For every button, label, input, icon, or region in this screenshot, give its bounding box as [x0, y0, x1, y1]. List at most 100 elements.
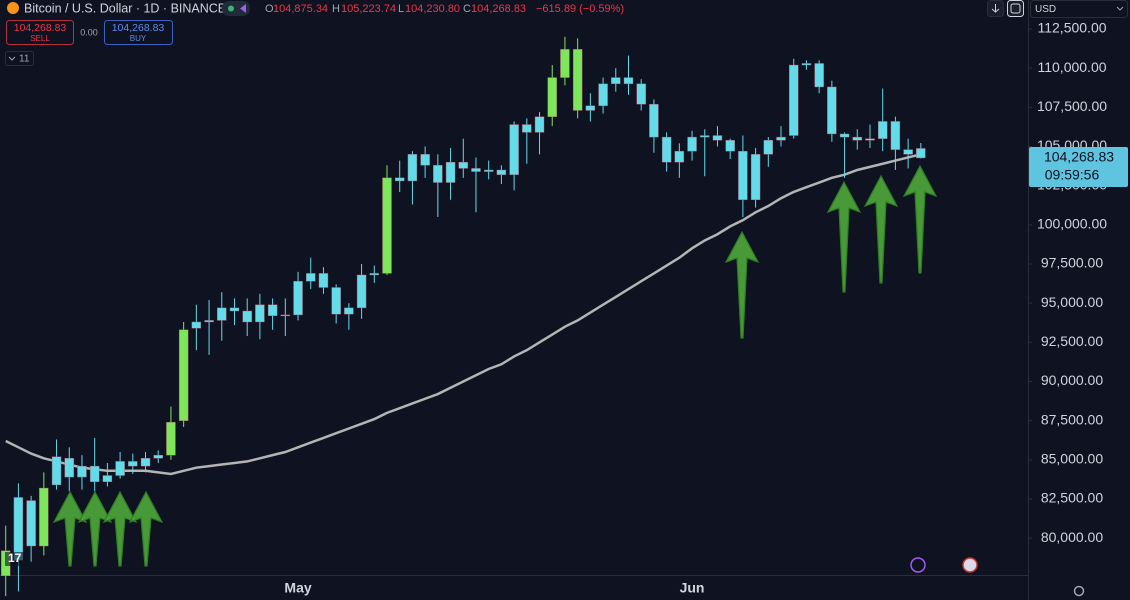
candle-body — [738, 150, 748, 200]
candle-body — [267, 304, 278, 316]
sell-button[interactable] — [6, 20, 74, 45]
candle-body — [852, 136, 862, 141]
lightning-icon[interactable] — [910, 557, 926, 573]
y-tick-label: 100,000.00 — [1037, 216, 1107, 232]
chevron — [1116, 6, 1124, 11]
settings-icon[interactable] — [1073, 585, 1085, 597]
candle-body — [204, 320, 214, 323]
y-tick-label: 85,000.00 — [1041, 451, 1103, 467]
currency: USD — [1035, 4, 1056, 15]
ohlc-key: H — [332, 3, 340, 15]
candle-body — [687, 136, 697, 152]
y-tick-label: 107,500.00 — [1037, 98, 1107, 114]
candle-body — [318, 273, 329, 288]
buy-price: 104,268.83 — [112, 22, 165, 34]
candle-body — [509, 124, 519, 175]
candle-body — [496, 169, 507, 175]
candle-body — [395, 177, 405, 182]
candle-body — [102, 475, 113, 482]
candle-body — [585, 105, 596, 111]
candle-body — [700, 135, 710, 138]
candle-body — [344, 307, 354, 315]
annotation-arrow — [77, 490, 113, 567]
candle-body — [445, 161, 456, 183]
candle-body — [814, 63, 824, 88]
candle-body — [89, 465, 100, 482]
y-tick-label: 97,500.00 — [1041, 255, 1103, 271]
candle-body — [598, 83, 608, 106]
spread: 0.00 — [80, 27, 98, 37]
candle-body — [471, 168, 481, 172]
candle-body — [153, 454, 163, 459]
currency-select[interactable] — [1030, 0, 1128, 18]
candle-body — [674, 150, 685, 163]
flag-icon[interactable] — [962, 557, 978, 573]
annotation-arrow — [863, 174, 899, 284]
candle-body — [242, 310, 252, 323]
candle-body — [483, 169, 494, 172]
candle-body — [877, 121, 888, 139]
annotation-arrow — [724, 230, 760, 339]
candle-body — [331, 287, 341, 315]
candle-body — [178, 329, 189, 421]
candle-body — [839, 133, 850, 138]
ohlc-key: L — [398, 3, 404, 15]
ohlc-value: 104,875.34 — [273, 3, 328, 15]
status-pill[interactable] — [222, 1, 250, 16]
ohlc-key: O — [265, 3, 274, 15]
symbol-title[interactable]: Bitcoin / U.S. Dollar · 1D · BINANCE — [24, 1, 226, 15]
candle-body — [140, 458, 151, 467]
candle-body — [382, 177, 392, 274]
sell-price: 104,268.83 — [14, 22, 67, 34]
annotation-arrow — [128, 490, 164, 567]
candle-body — [306, 273, 316, 282]
candle-body — [51, 456, 62, 486]
candle-body — [369, 273, 379, 276]
logo: 17 — [8, 551, 22, 565]
candle-body — [789, 64, 799, 136]
candle-body — [776, 136, 786, 141]
y-tick-label: 95,000.00 — [1041, 294, 1103, 310]
fullscreen-icon — [1010, 3, 1021, 14]
y-tick-label: 80,000.00 — [1041, 529, 1103, 545]
candle-body — [64, 458, 74, 478]
candle-body — [229, 307, 240, 312]
candle-body — [458, 161, 468, 169]
candle-body — [547, 77, 557, 117]
y-tick-label: 112,500.00 — [1037, 20, 1106, 36]
candle-body — [750, 154, 761, 200]
candle-body — [420, 154, 430, 166]
candle-body — [611, 77, 621, 85]
candle-body — [293, 281, 303, 316]
logo-bg — [5, 552, 29, 566]
candle-body — [280, 314, 291, 317]
price-tag — [1029, 146, 1128, 187]
sell-label: SELL — [30, 34, 50, 43]
annotation-arrow — [902, 164, 938, 274]
plot-area — [1, 36, 938, 597]
candle-body — [890, 121, 901, 150]
price-tag-price: 104,268.83 — [1044, 149, 1114, 165]
candle-body — [572, 49, 583, 111]
candle-body — [903, 149, 913, 155]
candle-body — [356, 274, 367, 309]
fullscreen-button[interactable] — [1007, 0, 1024, 17]
status-icon — [240, 4, 246, 13]
buy-label: BUY — [130, 34, 147, 43]
buy-button[interactable] — [104, 20, 173, 45]
y-tick-label: 87,500.00 — [1041, 411, 1103, 427]
ohlc-key: C — [463, 3, 471, 15]
price-tag-countdown: 09:59:56 — [1045, 167, 1100, 183]
y-tick-label: 90,000.00 — [1041, 372, 1103, 388]
candle-body — [217, 307, 227, 321]
candle-body — [26, 500, 36, 547]
candle-body — [128, 461, 138, 467]
candle-body — [166, 422, 176, 456]
candle-body — [433, 165, 443, 183]
candle-body — [560, 49, 570, 78]
candle-body — [522, 124, 532, 133]
candle-body — [39, 487, 49, 547]
indicators-toggle[interactable] — [5, 51, 34, 66]
